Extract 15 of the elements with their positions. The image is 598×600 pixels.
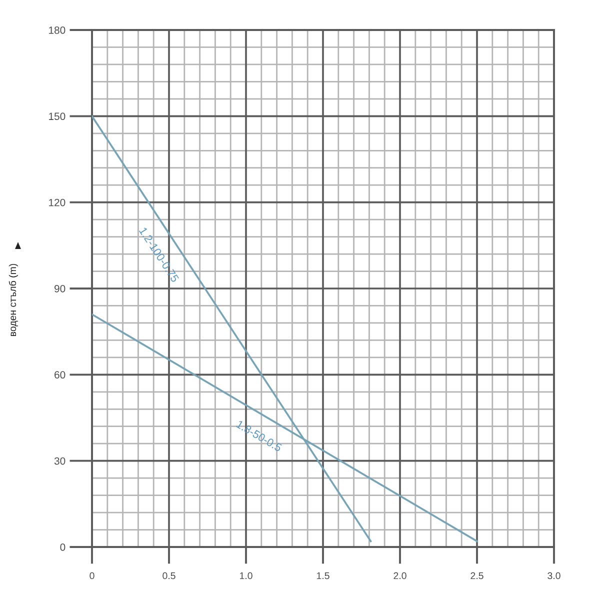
y-tick-label: 90 xyxy=(54,285,66,292)
x-tick-label: 0 xyxy=(90,572,94,580)
x-tick-label: 2.5 xyxy=(470,572,484,580)
x-tick-label: 3.0 xyxy=(548,572,560,580)
y-axis-title: воден стълб (m) xyxy=(8,264,18,336)
y-tick-label: 60 xyxy=(54,371,66,379)
x-tick-label: 1.5 xyxy=(316,572,330,580)
y-tick-label: 180 xyxy=(49,26,66,34)
y-tick-label: 30 xyxy=(54,457,66,465)
y-tick-label: 150 xyxy=(49,112,66,120)
x-tick-label: 1.0 xyxy=(240,572,252,580)
x-tick-label: 2.0 xyxy=(394,572,406,580)
y-tick-label: 120 xyxy=(49,198,66,206)
x-tick-label: 0.5 xyxy=(162,572,176,580)
y-tick-label: 0 xyxy=(60,544,66,551)
